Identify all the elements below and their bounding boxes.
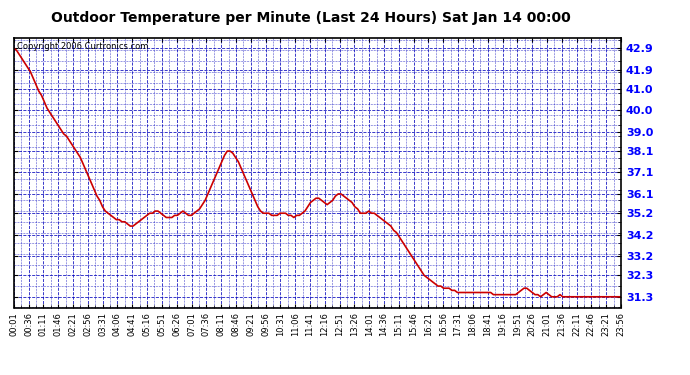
Text: Copyright 2006 Curtronics.com: Copyright 2006 Curtronics.com [17,42,148,51]
Text: Outdoor Temperature per Minute (Last 24 Hours) Sat Jan 14 00:00: Outdoor Temperature per Minute (Last 24 … [50,11,571,25]
